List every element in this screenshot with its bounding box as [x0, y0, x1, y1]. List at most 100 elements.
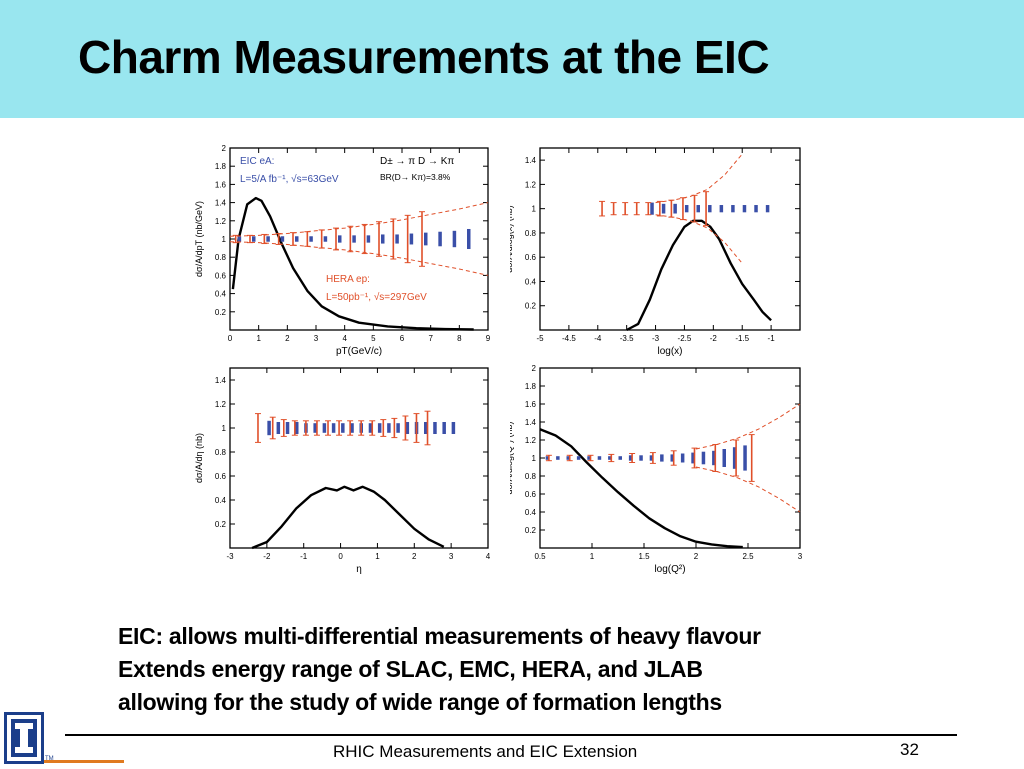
cross-section-curve: [251, 485, 445, 550]
eic-point: [350, 423, 354, 433]
bullet-list: EIC: allows multi-differential measureme…: [118, 620, 761, 719]
x-tick-label: 1: [256, 334, 261, 343]
eic-point: [754, 205, 758, 213]
chart-annotation: BR(D→ Kπ)=3.8%: [380, 172, 451, 182]
eic-point: [742, 205, 747, 213]
eic-point: [566, 456, 570, 460]
bullet-3: allowing for the study of wide range of …: [118, 689, 722, 715]
y-tick-label: 1.2: [215, 217, 227, 226]
y-tick-label: 1.6: [215, 180, 227, 189]
eic-point: [396, 423, 400, 433]
x-tick-label: 4: [486, 552, 491, 561]
y-tick-label: 0.2: [215, 308, 227, 317]
eic-point: [377, 423, 382, 433]
plot-frame: [229, 367, 489, 549]
y-tick-label: 1.6: [525, 400, 537, 409]
eic-point: [424, 232, 428, 246]
title-bar: Charm Measurements at the EIC: [0, 0, 1024, 118]
x-tick-label: 0: [228, 334, 233, 343]
x-tick-label: 3: [314, 334, 319, 343]
x-tick-label: 2.5: [742, 552, 754, 561]
y-tick-label: 0.8: [215, 448, 227, 457]
x-tick-label: 4: [342, 334, 347, 343]
eic-point: [285, 422, 290, 434]
y-tick-label: 0.6: [215, 472, 227, 481]
x-tick-label: -1.5: [735, 334, 749, 343]
eic-point: [696, 205, 700, 213]
eic-point: [309, 236, 313, 242]
eic-point: [395, 234, 399, 244]
y-tick-label: 1.4: [215, 199, 227, 208]
y-tick-label: 1: [222, 235, 227, 244]
y-tick-label: 0.2: [525, 526, 537, 535]
chart-eta: -3 -2 -1 0 1 2 3 4 0.2 0.4 0.6 0.8 1 1.2 1.4 η dσ/A/dη (…: [188, 360, 510, 585]
eic-point: [545, 456, 550, 460]
eic-point: [732, 447, 737, 469]
x-tick-label: 1: [590, 552, 595, 561]
y-tick-label: 1: [222, 424, 227, 433]
x-tick-label: 1: [375, 552, 380, 561]
y-tick-label: 1.2: [525, 436, 537, 445]
y-tick-label: 1.2: [525, 180, 537, 189]
eic-point: [313, 423, 317, 433]
eic-point: [280, 236, 285, 242]
hera-band-upper: [655, 153, 743, 204]
hera-band-lower: [695, 466, 801, 513]
eic-point: [295, 422, 299, 434]
eic-point: [295, 236, 299, 242]
y-tick-label: 2: [532, 364, 537, 373]
x-tick-label: -4: [594, 334, 602, 343]
y-tick-label: 1.4: [525, 156, 537, 165]
chart-annotation: L=5/A fb⁻¹, √s=63GeV: [240, 173, 339, 185]
eic-point: [556, 456, 560, 460]
y-tick-label: 0.2: [215, 520, 227, 529]
eic-point: [331, 423, 336, 433]
x-tick-label: 6: [400, 334, 405, 343]
y-tick-label: 0.4: [215, 290, 227, 299]
y-tick-label: 0.8: [215, 253, 227, 262]
footer-text: RHIC Measurements and EIC Extension: [333, 742, 638, 761]
eic-point: [639, 455, 643, 461]
chart-logx: -5 -4.5 -4 -3.5 -3 -2.5 -2 -1.5 -1 0.2 0.4 0.6 0.8 1 1…: [510, 140, 808, 370]
eic-point: [381, 234, 385, 244]
eic-point: [680, 453, 685, 463]
hera-band-upper: [229, 202, 489, 237]
x-axis-label: pT(GeV/c): [336, 346, 382, 357]
bullet-1: EIC: allows multi-differential measureme…: [118, 623, 761, 649]
x-tick-label: 2: [694, 552, 699, 561]
eic-point: [276, 422, 281, 434]
hera-band-lower: [655, 214, 743, 264]
y-tick-label: 0.2: [525, 302, 537, 311]
y-tick-label: 1: [532, 454, 537, 463]
eic-point: [597, 456, 602, 460]
eic-point: [322, 423, 327, 433]
x-tick-label: -2.5: [678, 334, 692, 343]
x-tick-label: 1.5: [638, 552, 650, 561]
logo-tm: TM: [45, 756, 54, 762]
x-tick-label: -2: [263, 552, 271, 561]
x-tick-label: 9: [486, 334, 491, 343]
y-tick-label: 1.8: [215, 162, 227, 171]
eic-point: [366, 235, 371, 243]
footer-divider: [65, 734, 957, 736]
eic-point: [409, 233, 414, 245]
page-number: 32: [900, 740, 919, 759]
y-tick-label: 0.8: [525, 472, 537, 481]
eic-point: [608, 456, 612, 460]
eic-point: [451, 422, 456, 434]
eic-point: [467, 228, 471, 250]
x-tick-label: -5: [536, 334, 544, 343]
eic-point: [452, 230, 457, 248]
eic-point: [387, 423, 391, 433]
x-tick-label: -1: [768, 334, 776, 343]
y-tick-label: 1.4: [215, 376, 227, 385]
logo-accent-line: [44, 760, 124, 763]
eic-point: [618, 456, 622, 460]
x-tick-label: 8: [457, 334, 462, 343]
eic-point: [765, 205, 770, 213]
eic-point: [587, 456, 591, 460]
eic-point: [691, 452, 695, 464]
eic-point: [438, 231, 442, 247]
x-tick-label: 5: [371, 334, 376, 343]
x-tick-label: 3: [449, 552, 454, 561]
